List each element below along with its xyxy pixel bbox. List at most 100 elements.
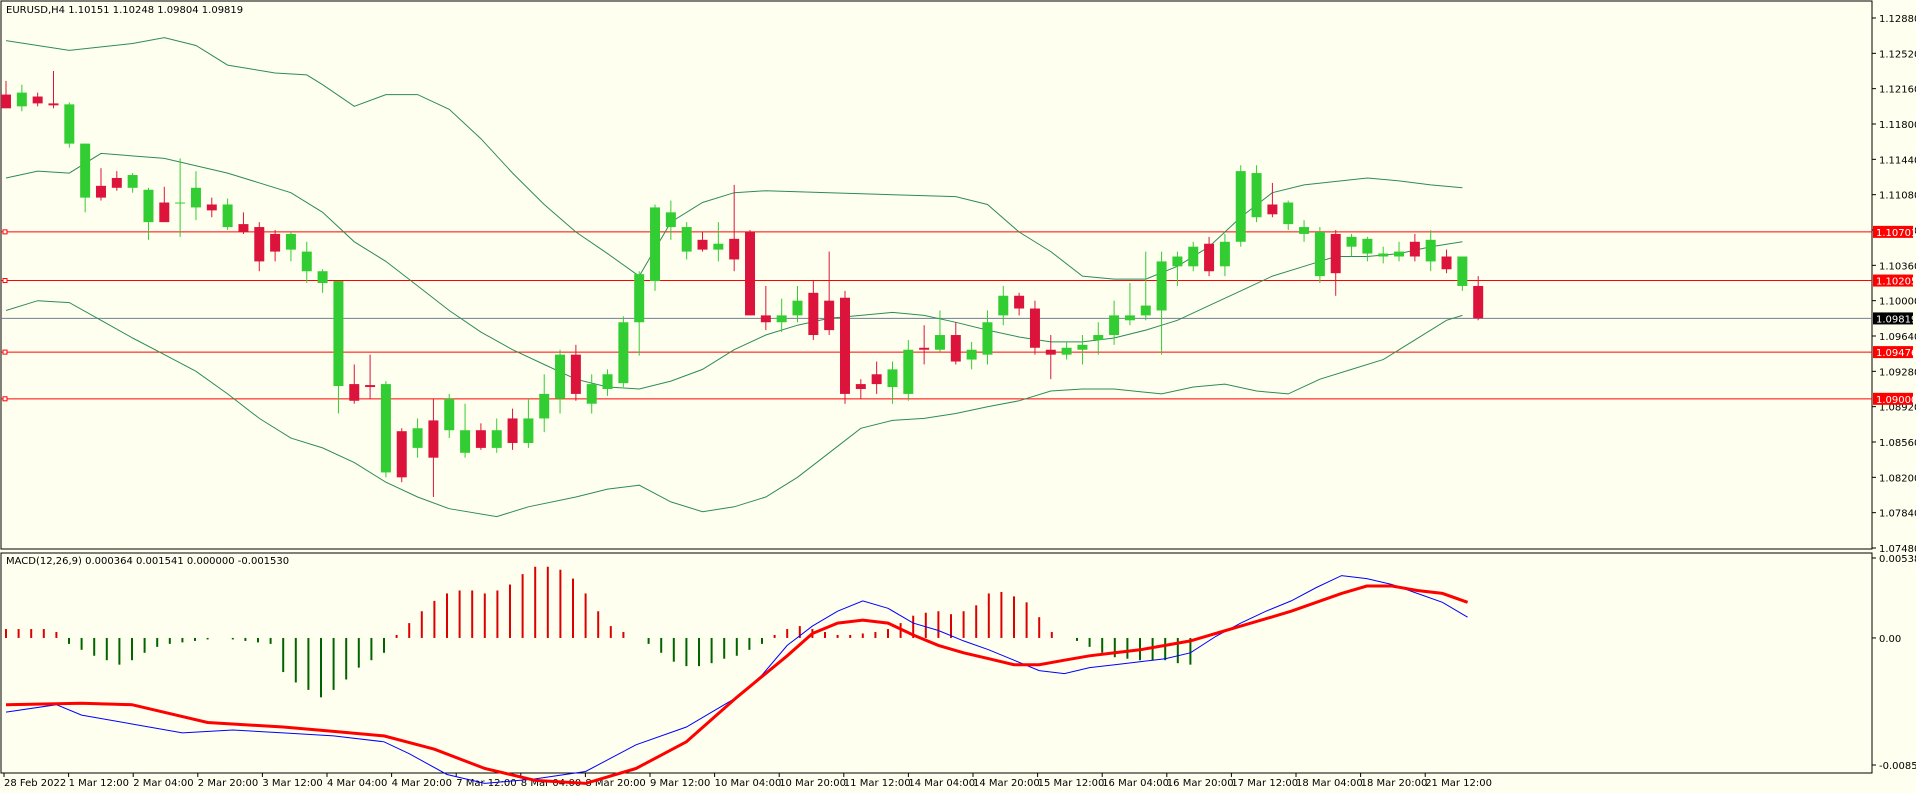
candle [586,374,597,414]
candle-body [1299,227,1310,234]
candle-body [206,204,217,211]
candle-body [270,233,281,252]
price-axis-label: 1.08920 [1879,403,1916,414]
candle [491,418,502,453]
time-axis-label: 2 Mar 20:00 [198,778,258,789]
level-anchor [2,278,8,284]
price-axis-label: 1.12880 [1879,14,1916,25]
macd-info-label: MACD(12,26,9) 0.000364 0.001541 0.000000… [6,556,289,567]
price-axis-label: 1.12520 [1879,49,1916,60]
candle-body [428,420,439,458]
candle [254,222,265,272]
candle [855,379,866,399]
level-price-label: 1.10701 [1876,228,1916,239]
time-axis-label: 28 Feb 2022 [4,778,66,789]
candle [1093,322,1104,355]
candle-body [1188,246,1199,267]
candle-body [190,187,201,208]
candle-body [64,104,75,144]
level-price-label: 1.09000 [1876,395,1916,406]
candle [175,158,186,237]
price-pane[interactable]: 1.12880 1.12520 1.12160 1.11800 1.11440 1.110… [0,0,1916,555]
level-price-label: 1.09476 [1876,348,1916,359]
macd-signal-line [5,584,1469,785]
candle-body [1378,253,1389,257]
candle [1156,251,1167,355]
candle [697,231,708,252]
price-axis-label: 1.11800 [1879,120,1916,131]
candle-body [1014,295,1025,309]
macd-pane[interactable]: 28 Feb 2022 1 Mar 12:00 2 Mar 04:00 2 Mar 2… [0,552,1916,789]
time-axis-label: 2 Mar 04:00 [133,778,193,789]
candle-body [222,204,233,228]
candle [412,418,423,458]
candle [824,251,835,336]
candle-body [808,292,819,336]
candle-body [380,384,391,473]
candle-body [539,393,550,419]
price-axis-label: 1.11080 [1879,191,1916,202]
candle [317,269,328,293]
level-price-label: 1.10205 [1876,277,1916,288]
time-axis-label: 21 Mar 12:00 [1425,778,1492,789]
time-axis-label: 9 Mar 12:00 [650,778,710,789]
candle-body [1441,256,1452,270]
price-axis-label: 1.08560 [1879,438,1916,449]
candle [919,325,930,365]
candle [64,102,75,148]
candle [998,285,1009,326]
candle [1204,236,1215,277]
candle-body [1251,173,1262,218]
candle [1,80,11,109]
candle-body [634,274,645,323]
time-axis-label: 1 Mar 12:00 [69,778,129,789]
macd-axis-label: 0.00 [1879,634,1901,645]
candle-body [507,418,518,443]
candle-body [285,233,296,250]
candle [539,374,550,433]
candle-body [934,335,945,350]
candle-body [871,374,882,385]
candle-body [697,239,708,250]
candle [1314,227,1325,283]
candle [143,187,154,240]
candle [301,241,312,283]
candle-body [254,227,265,262]
candle [650,204,661,291]
time-axis-label: 10 Mar 20:00 [779,778,846,789]
candle [570,344,581,401]
candle-body [966,349,977,360]
candle-body [745,231,756,316]
level-price-tag [1873,225,1913,238]
candle-body [855,384,866,389]
candle [1267,182,1278,218]
candle [159,186,170,223]
level-anchor [2,396,8,402]
candle [80,143,91,213]
candle-body [998,295,1009,316]
candle [523,398,534,448]
level-price-tag [1873,392,1913,405]
current-price-tag [1873,312,1913,325]
candle [127,173,138,193]
candle [776,298,787,333]
candle [1394,241,1405,262]
candle [444,393,455,439]
candle-body [618,322,629,384]
candle [1140,251,1151,321]
candle [222,198,233,230]
candle-body [460,430,471,453]
candle [1029,300,1040,355]
price-axis-label: 1.09640 [1879,332,1916,343]
candle-body [1061,347,1072,355]
level-anchor [2,349,8,355]
candle-body [792,300,803,316]
candle [1378,246,1389,264]
candle [270,230,281,262]
candle [1441,249,1452,274]
candle-body [1077,344,1088,350]
candle-body [1124,315,1135,321]
candle-body [839,297,850,394]
price-axis-label: 1.07840 [1879,509,1916,520]
